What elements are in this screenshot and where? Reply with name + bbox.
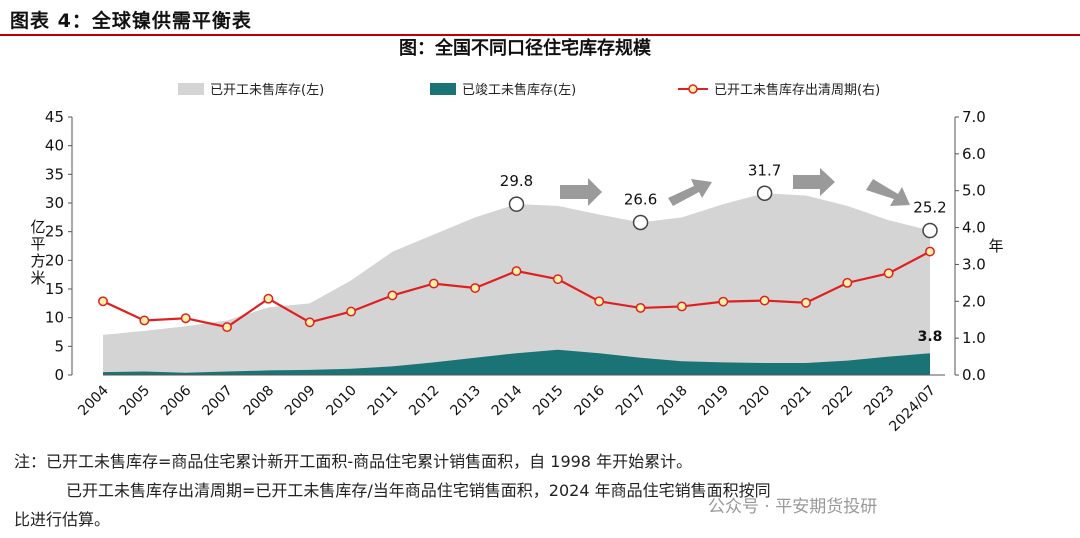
clearance-point xyxy=(346,306,357,317)
x-tick-label: 2021 xyxy=(778,383,815,420)
note-line-2: 已开工未售库存出清周期=已开工未售库存/当年商品住宅销售面积，2024 年商品住… xyxy=(66,481,771,500)
clearance-point xyxy=(759,295,770,306)
clearance-point xyxy=(676,301,687,312)
x-tick-label: 2009 xyxy=(282,383,319,420)
right-tick-label: 3.0 xyxy=(962,255,986,273)
trend-arrow-icon xyxy=(866,179,910,206)
left-tick-label: 5 xyxy=(54,337,64,355)
inventory-chart: 图：全国不同口径住宅库存规模 已开工未售库存(左) 已竣工未售库存(左) 已开工… xyxy=(30,37,1003,435)
left-tick-label: 30 xyxy=(45,194,64,212)
annotation-label: 25.2 xyxy=(913,199,946,217)
right-axis-label: 年 xyxy=(988,237,1003,255)
x-tick-label: 2020 xyxy=(737,383,774,420)
clearance-point xyxy=(594,296,605,307)
chart-title: 图：全国不同口径住宅库存规模 xyxy=(399,37,652,59)
clearance-point xyxy=(263,293,274,304)
x-tick-label: 2023 xyxy=(861,383,898,420)
clearance-point xyxy=(304,317,315,328)
right-tick-label: 6.0 xyxy=(962,145,986,163)
area-completed-unsold xyxy=(103,349,930,375)
clearance-point xyxy=(222,322,233,333)
right-tick-label: 2.0 xyxy=(962,292,986,310)
left-tick-label: 35 xyxy=(45,165,64,183)
x-tick-label: 2008 xyxy=(241,383,278,420)
x-tick-label: 2012 xyxy=(406,383,443,420)
annotation-label: 26.6 xyxy=(624,190,657,208)
clearance-point xyxy=(842,277,853,288)
clearance-point xyxy=(511,266,522,277)
x-tick-label: 2015 xyxy=(530,383,567,420)
x-tick-label: 2017 xyxy=(613,383,650,420)
clearance-point xyxy=(180,313,191,324)
clearance-point xyxy=(718,296,729,307)
area-started-unsold xyxy=(103,193,930,375)
figure-label: 图表 4：全球镍供需平衡表 xyxy=(10,10,252,32)
legend-label-clearance: 已开工未售库存出清周期(右) xyxy=(714,82,880,98)
x-tick-label: 2004 xyxy=(75,382,112,419)
plot-area xyxy=(98,193,935,375)
right-tick-label: 1.0 xyxy=(962,329,986,347)
left-tick-label: 0 xyxy=(54,366,64,384)
annotation-label: 31.7 xyxy=(748,161,781,179)
x-tick-label: 2018 xyxy=(654,383,691,420)
x-tick-label: 2022 xyxy=(820,383,857,420)
right-tick-label: 4.0 xyxy=(962,219,986,237)
peak-marker xyxy=(508,196,525,212)
x-tick-label: 2005 xyxy=(117,383,154,420)
trend-arrow-icon xyxy=(560,178,602,206)
trend-arrow-icon xyxy=(668,179,712,206)
left-tick-label: 40 xyxy=(45,137,64,155)
note-line-3: 比进行估算。 xyxy=(14,510,111,529)
peak-marker xyxy=(922,222,938,239)
clearance-point xyxy=(98,296,108,307)
x-tick-label: 2013 xyxy=(447,383,484,420)
title-rule xyxy=(0,34,1080,36)
trend-arrow-icon xyxy=(793,168,835,196)
left-tick-label: 15 xyxy=(45,280,64,298)
clearance-point xyxy=(470,283,481,293)
left-tick-label: 20 xyxy=(45,251,64,269)
legend-label-completed-unsold: 已竣工未售库存(左) xyxy=(462,82,576,98)
clearance-point xyxy=(387,290,398,301)
x-tick-label: 2010 xyxy=(323,383,360,420)
right-tick-label: 7.0 xyxy=(962,108,986,126)
x-tick-label: 2014 xyxy=(489,382,526,419)
x-tick-label: 2011 xyxy=(365,383,402,420)
peak-marker xyxy=(756,185,773,202)
note-line-1: 注：已开工未售库存=商品住宅累计新开工面积-商品住宅累计销售面积，自 1998 … xyxy=(14,452,693,471)
legend-swatch-completed-unsold xyxy=(430,83,456,95)
left-axis-label: 亿平方米 xyxy=(30,218,45,287)
right-tick-label: 5.0 xyxy=(962,182,986,200)
x-tick-label: 2007 xyxy=(199,383,236,420)
legend-swatch-clearance-marker xyxy=(688,84,698,94)
clearance-point xyxy=(139,315,150,326)
annotation-label: 3.8 xyxy=(918,329,943,345)
legend-swatch-started-unsold xyxy=(178,83,204,95)
clearance-point xyxy=(552,274,563,285)
clearance-point xyxy=(883,268,894,279)
x-tick-label: 2019 xyxy=(696,383,733,420)
left-tick-label: 25 xyxy=(45,223,64,241)
legend-label-started-unsold: 已开工未售库存(左) xyxy=(210,82,324,98)
clearance-point xyxy=(428,278,439,289)
left-tick-label: 10 xyxy=(45,309,64,327)
right-tick-label: 0.0 xyxy=(962,366,986,384)
clearance-point xyxy=(925,246,935,257)
watermark: 公众号 · 平安期货投研 xyxy=(708,497,878,517)
annotation-label: 29.8 xyxy=(500,172,533,190)
x-tick-label: 2016 xyxy=(572,382,609,419)
clearance-point xyxy=(635,302,646,313)
annotations: 29.8 26.6 31.7 25.2 3.8 xyxy=(500,161,947,345)
peak-marker xyxy=(632,214,649,231)
x-tick-label: 2024/07 xyxy=(886,383,938,435)
x-tick-label: 2006 xyxy=(158,382,195,419)
trend-arrows xyxy=(560,168,910,206)
legend: 已开工未售库存(左) 已竣工未售库存(左) 已开工未售库存出清周期(右) xyxy=(178,82,880,98)
left-tick-label: 45 xyxy=(45,108,64,126)
clearance-point xyxy=(801,297,811,308)
